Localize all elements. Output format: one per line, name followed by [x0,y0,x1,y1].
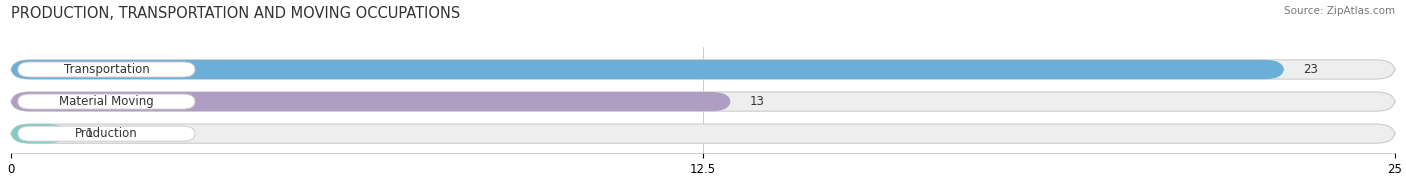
FancyBboxPatch shape [11,92,1395,111]
FancyBboxPatch shape [11,60,1395,79]
Text: Transportation: Transportation [63,63,149,76]
Text: 1: 1 [86,127,93,140]
FancyBboxPatch shape [11,124,1395,143]
Text: PRODUCTION, TRANSPORTATION AND MOVING OCCUPATIONS: PRODUCTION, TRANSPORTATION AND MOVING OC… [11,6,461,21]
FancyBboxPatch shape [11,60,1284,79]
FancyBboxPatch shape [18,126,195,141]
Text: Material Moving: Material Moving [59,95,153,108]
FancyBboxPatch shape [11,92,731,111]
FancyBboxPatch shape [18,94,195,109]
FancyBboxPatch shape [11,124,66,143]
Text: 23: 23 [1303,63,1319,76]
Text: 13: 13 [749,95,765,108]
Text: Production: Production [75,127,138,140]
FancyBboxPatch shape [18,62,195,77]
Text: Source: ZipAtlas.com: Source: ZipAtlas.com [1284,6,1395,16]
